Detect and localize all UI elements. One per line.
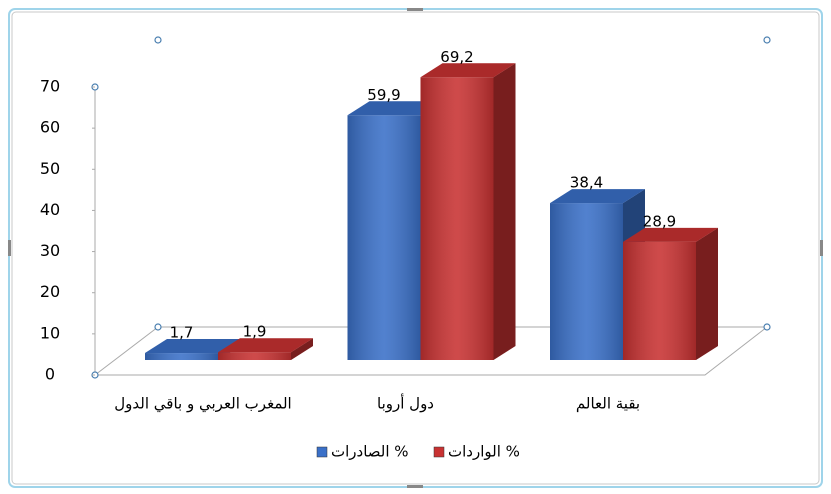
bar-side-shade — [291, 338, 313, 360]
chart-border — [11, 11, 820, 485]
data-label: 1,9 — [243, 323, 267, 341]
y-tick-label: 40 — [40, 200, 60, 219]
data-label: 69,2 — [440, 48, 473, 66]
y-tick-label: 50 — [40, 159, 60, 178]
legend-label: الواردات % — [448, 443, 520, 461]
data-label: 1,7 — [170, 324, 194, 342]
legend-swatch — [433, 446, 445, 458]
legend-swatch — [316, 446, 328, 458]
bar-top — [550, 189, 645, 204]
bar-side — [696, 227, 718, 360]
data-label: 28,9 — [643, 212, 676, 230]
bar — [218, 338, 313, 360]
x-tick-label: دول أروبا — [377, 394, 434, 413]
data-label: 38,4 — [570, 174, 603, 192]
x-tick-label: المغرب العربي و باقي الدول — [114, 395, 291, 414]
selection-handles — [91, 36, 771, 379]
bar-top — [347, 101, 443, 116]
bar-top — [623, 227, 718, 242]
y-tick-label: 70 — [40, 77, 60, 96]
bar-side — [291, 338, 313, 360]
bar-front-shade — [550, 203, 623, 360]
bar-front-shade — [145, 353, 218, 360]
data-label: 59,9 — [367, 86, 400, 104]
x-tick-label: بقية العالم — [576, 395, 640, 413]
y-tick-label: 30 — [40, 241, 60, 260]
y-tick-label: 0 — [45, 365, 55, 384]
legend-label: الصادرات % — [331, 443, 409, 461]
y-tick-label: 10 — [40, 323, 60, 342]
bar-top-shade — [347, 101, 443, 116]
bar-side-shade — [696, 227, 718, 360]
bar-top-shade — [550, 189, 645, 204]
frame-handles — [8, 8, 823, 488]
bar — [420, 63, 516, 361]
bar-top-shade — [623, 227, 718, 242]
bar-front-shade — [347, 115, 421, 360]
bar-top — [218, 338, 313, 353]
bar-front-shade — [623, 241, 696, 360]
y-tick-label: 60 — [40, 118, 60, 137]
bar-top-shade — [218, 338, 313, 353]
bar-side — [493, 63, 516, 361]
bar-top — [420, 63, 516, 78]
bar — [623, 227, 718, 360]
bar-front-shade — [218, 352, 291, 360]
bar-side-shade — [493, 63, 516, 361]
bar-top — [145, 339, 240, 354]
bar-front-shade — [420, 77, 494, 361]
y-tick-label: 20 — [40, 282, 60, 301]
bar-top-shade — [420, 63, 516, 78]
bar-top-shade — [145, 339, 240, 354]
